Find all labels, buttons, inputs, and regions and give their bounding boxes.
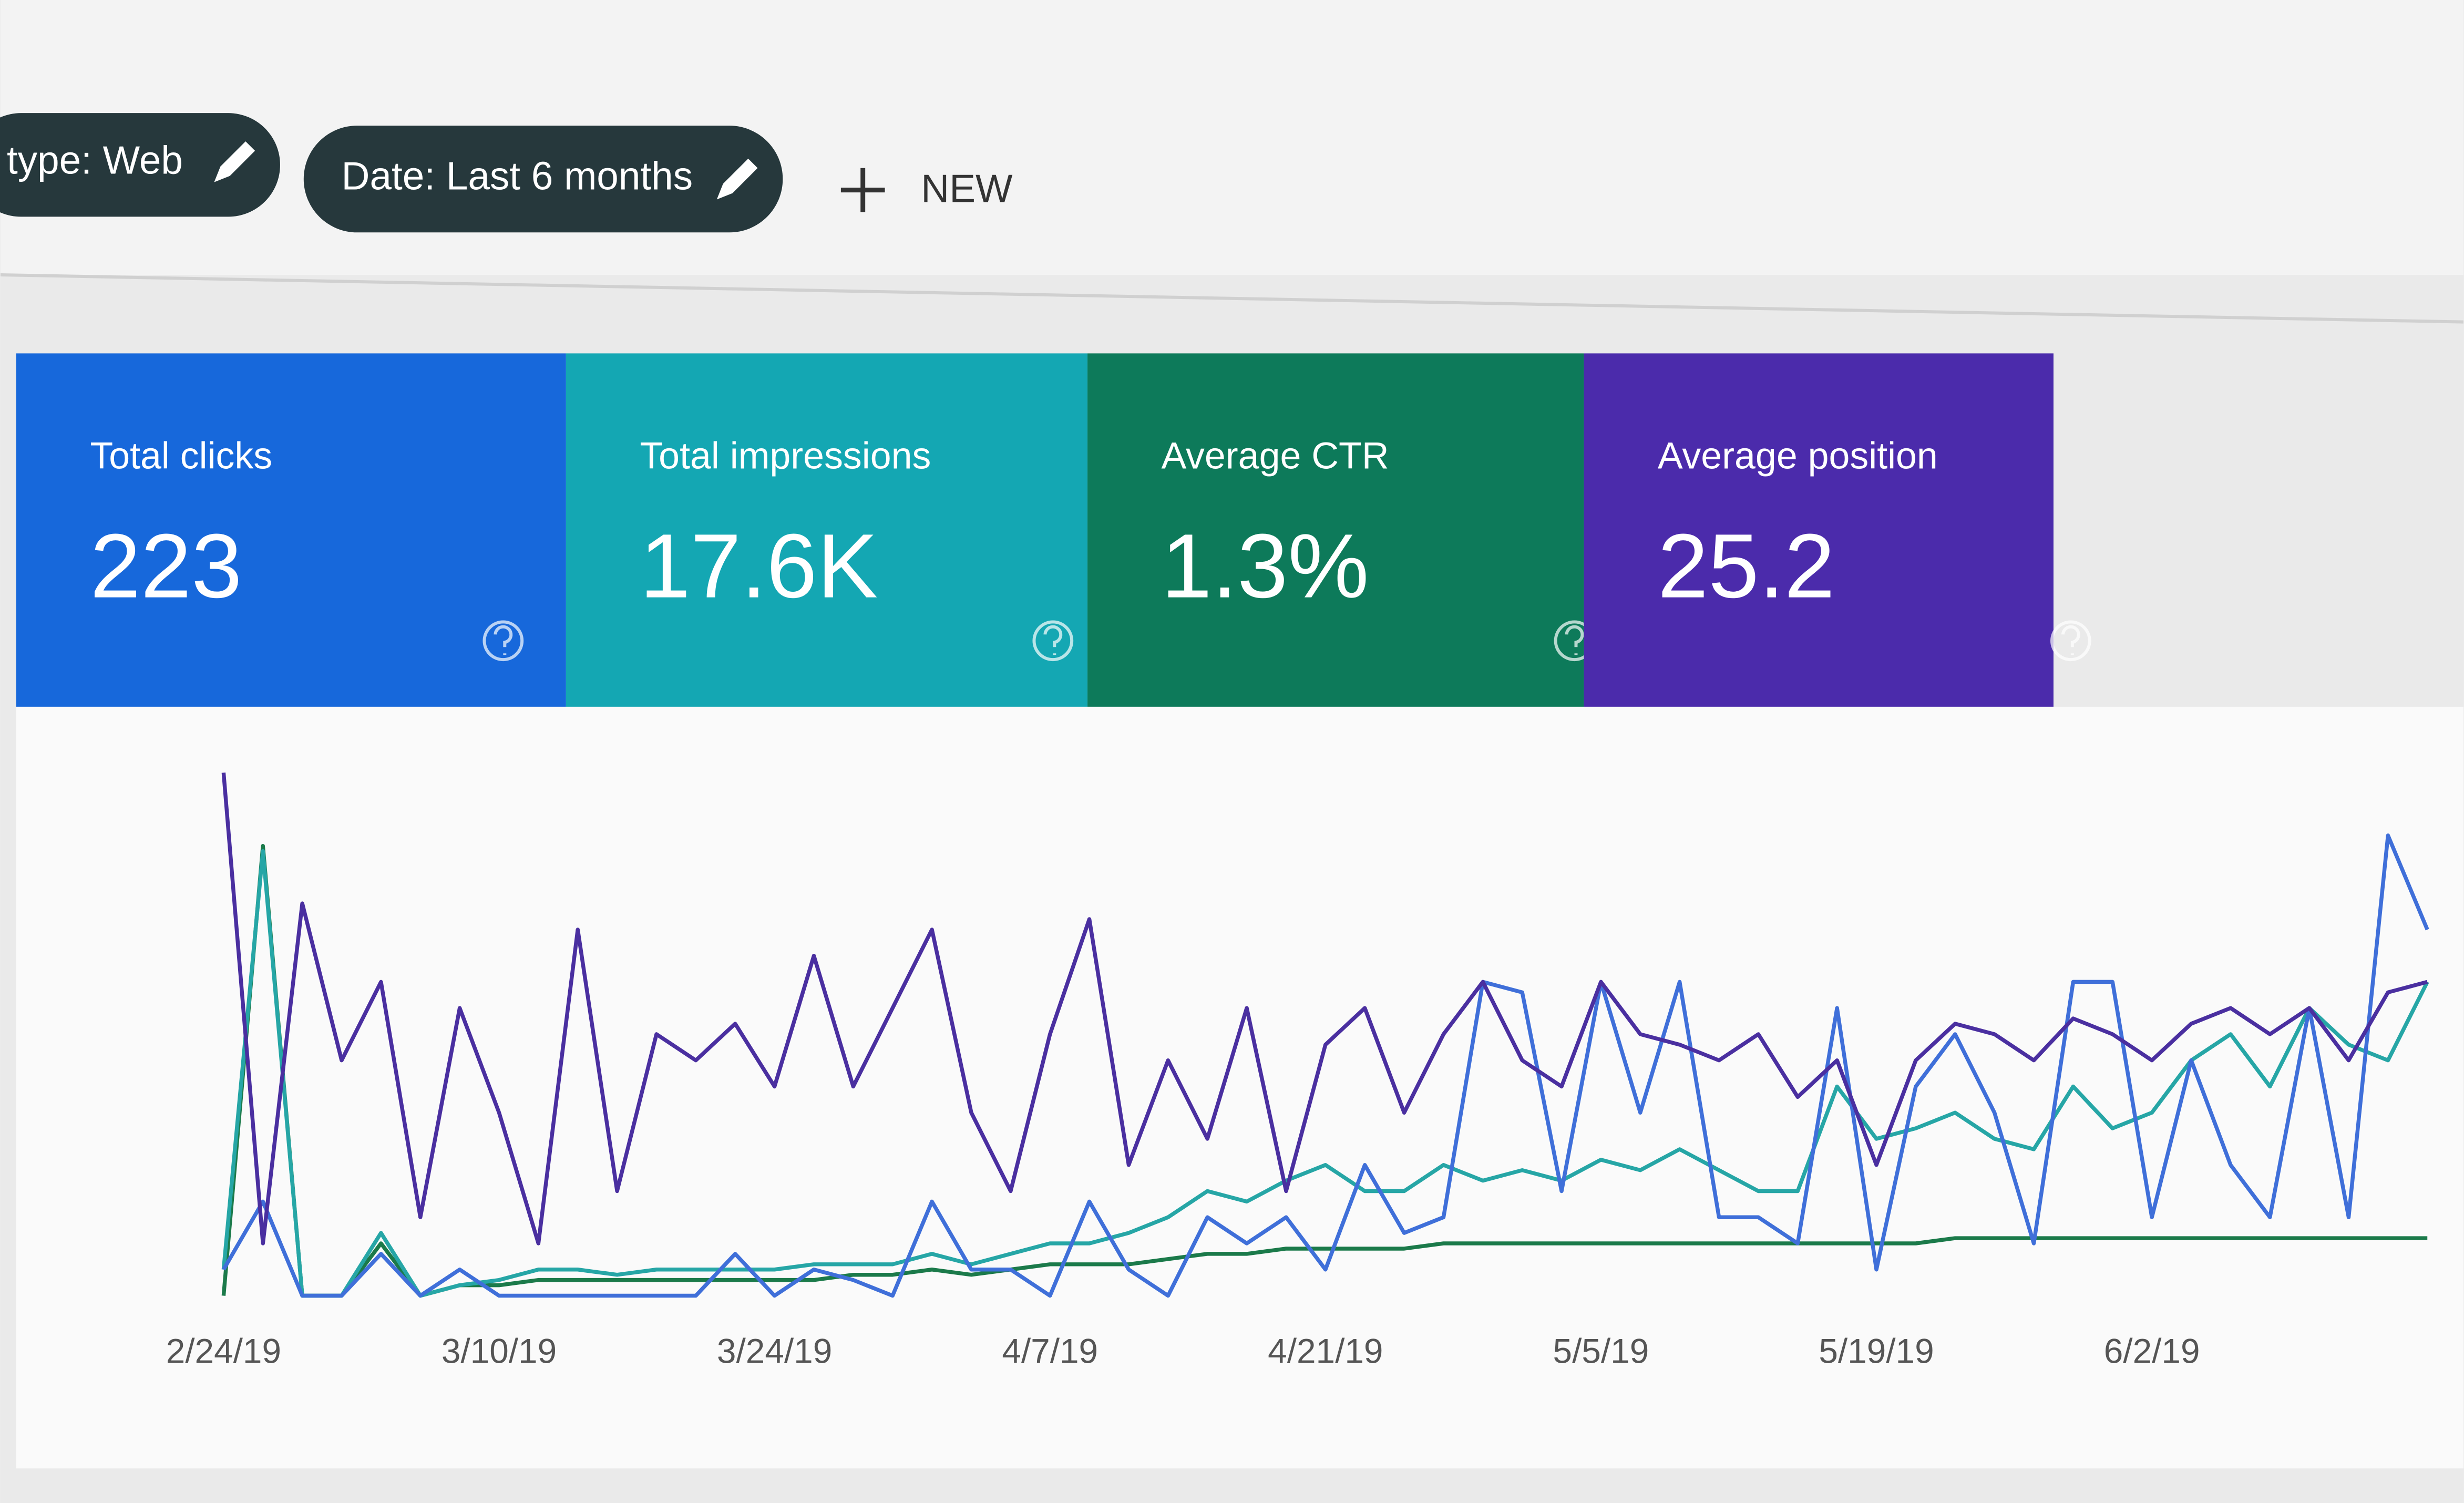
card-label: Average CTR [1162, 435, 1389, 477]
chip-label: type: Web [7, 138, 183, 182]
card-background [16, 353, 566, 707]
help-circle [2050, 620, 2091, 662]
x-tick-label: 4/7/19 [1002, 1331, 1098, 1370]
edit-icon [214, 141, 255, 182]
new-label: NEW [921, 166, 1013, 210]
filter-chip[interactable]: Date: Last 6 months [303, 126, 783, 233]
x-tick-label: 6/2/19 [2104, 1331, 2200, 1370]
series-line [221, 843, 2428, 1298]
card-background [566, 353, 1088, 707]
chip-label: Date: Last 6 months [342, 153, 693, 198]
card-value: 1.3% [1162, 515, 1369, 617]
chip-background [303, 126, 783, 233]
chart: 2/24/19 3/10/19 3/24/19 4/7/19 4/21/19 5/5/19… [166, 773, 2429, 1370]
series-line [221, 773, 2428, 1245]
new-button[interactable]: NEW [840, 166, 1013, 212]
card-label: Average position [1658, 435, 1938, 477]
x-tick-label: 2/24/19 [166, 1331, 281, 1370]
card-label: Total clicks [90, 435, 272, 477]
help-mark [494, 625, 513, 655]
card-value: 223 [90, 515, 242, 617]
card-value: 17.6K [640, 515, 878, 617]
card-label: Total impressions [640, 435, 931, 477]
plus-icon [840, 168, 885, 212]
help-icon[interactable] [1032, 620, 1074, 662]
chip-background [0, 113, 280, 217]
x-tick-label: 3/10/19 [442, 1331, 557, 1370]
metric-card[interactable]: Average CTR 1.3% [1087, 353, 1595, 707]
series-line [221, 849, 2429, 1298]
metric-card[interactable]: Total impressions 17.6K [566, 353, 1088, 707]
divider [0, 273, 2464, 324]
help-circle [482, 620, 524, 662]
help-circle [1032, 620, 1074, 662]
x-tick-label: 5/5/19 [1553, 1331, 1649, 1370]
help-mark [2061, 625, 2080, 655]
help-icon[interactable] [2050, 620, 2091, 662]
x-tick-label: 3/24/19 [717, 1331, 832, 1370]
filter-chip[interactable]: type: Web [0, 113, 280, 217]
series-line [222, 833, 2429, 1298]
card-background [1584, 353, 2054, 707]
card-background [1087, 353, 1584, 707]
edit-icon [716, 158, 758, 200]
chart-panel [16, 706, 2463, 1469]
help-icon[interactable] [482, 620, 524, 662]
cards: Total clicks 223 Total impressions 17.6K Ave… [16, 353, 2091, 707]
x-tick-label: 4/21/19 [1268, 1331, 1383, 1370]
metric-card[interactable]: Average position 25.2 [1584, 353, 2091, 707]
x-tick-label: 5/19/19 [1819, 1331, 1934, 1370]
help-mark [1043, 625, 1063, 655]
help-mark [1565, 625, 1584, 655]
metric-card[interactable]: Total clicks 223 [16, 353, 566, 707]
card-value: 25.2 [1658, 515, 1835, 617]
